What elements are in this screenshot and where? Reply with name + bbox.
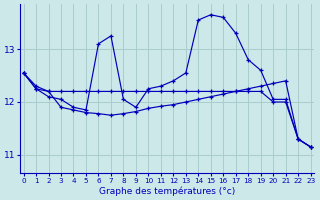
X-axis label: Graphe des températures (°c): Graphe des températures (°c) <box>99 186 235 196</box>
